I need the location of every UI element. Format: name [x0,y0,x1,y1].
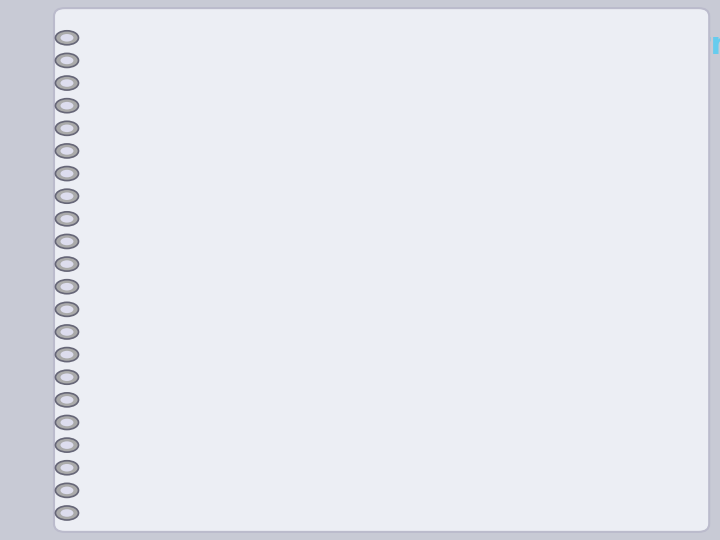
Text: Structure of Incoterms 2010: Structure of Incoterms 2010 [370,31,720,60]
Text: transportation: transportation [212,476,384,495]
Text: rules applies: rules applies [470,379,624,398]
Text: •  Incoterms 2010 are subdivided into: • Incoterms 2010 are subdivided into [119,107,616,131]
Text: regardless of the method of transport: regardless of the method of transport [212,328,645,347]
Text: – The larger group of: – The larger group of [179,280,424,299]
Text: delivery: delivery [163,224,267,247]
Text: 7: 7 [431,280,445,299]
Text: – The smaller group of: – The smaller group of [179,379,440,398]
Text: 4: 4 [451,379,466,398]
Text: rules applies: rules applies [451,280,604,299]
Text: only to sales that solely involve: only to sales that solely involve [212,427,573,447]
Text: over water: over water [398,476,522,495]
Text: categories based only on: categories based only on [163,166,495,189]
Text: .: . [287,224,296,247]
Text: method of: method of [451,166,582,189]
Text: .: . [532,476,540,495]
Text: 2: 2 [612,107,628,131]
